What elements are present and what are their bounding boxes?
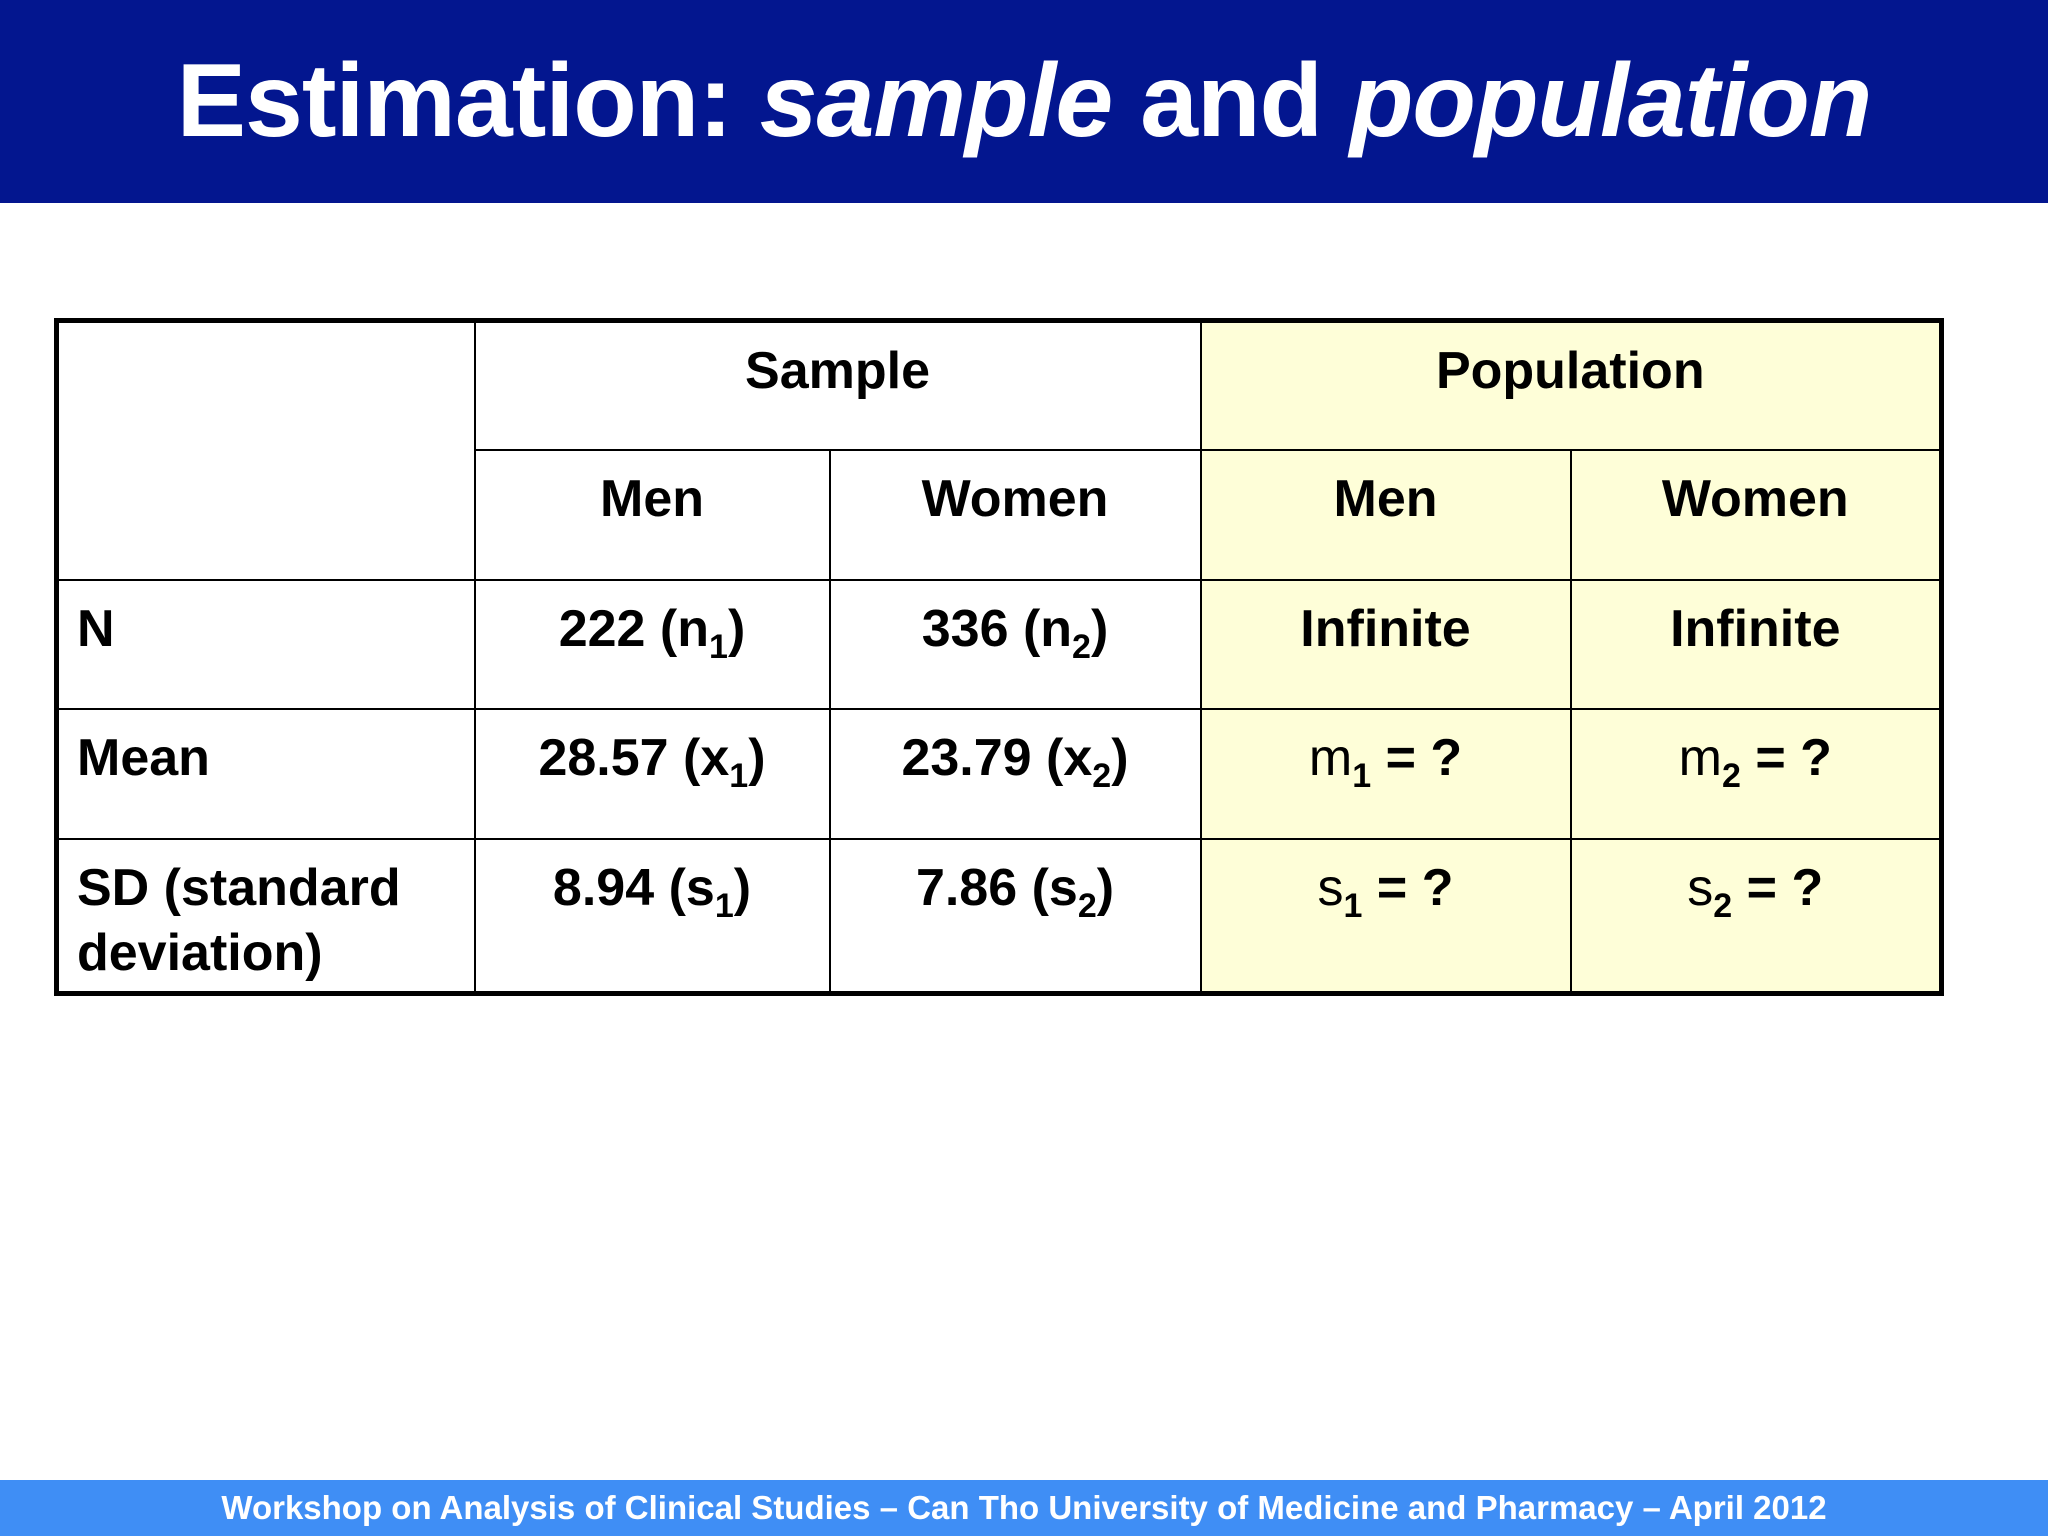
header-population: Population	[1199, 319, 1943, 452]
cell-value: 336 (n	[921, 599, 1073, 658]
row-label-sd: SD (standard deviation)	[55, 837, 476, 995]
cell-n-sample-men: 222 (n1)	[473, 578, 831, 711]
cell-n-sample-women: 336 (n2)	[828, 578, 1202, 711]
table-row: Sample Population	[55, 319, 1943, 581]
cell-close: )	[1111, 729, 1129, 788]
cell-subscript: 2	[1092, 757, 1112, 796]
cell-mean-population-men: m1 = ?	[1199, 708, 1572, 840]
cell-mean-population-women: m2 = ?	[1569, 708, 1943, 840]
cell-subscript: 2	[1721, 757, 1741, 796]
cell-close: )	[733, 858, 752, 917]
cell-n-population-men: Infinite	[1199, 578, 1572, 711]
cell-subscript: 1	[1352, 757, 1372, 796]
cell-close: )	[1096, 858, 1115, 917]
cell-rest: = ?	[1732, 858, 1824, 917]
cell-value: 23.79 (x	[901, 729, 1093, 788]
subheader-population-women: Women	[1569, 449, 1943, 581]
subheader-sample-women: Women	[828, 449, 1202, 581]
title-bar: Estimation: sample and population	[0, 0, 2048, 203]
cell-value: 28.57 (x	[538, 729, 730, 788]
title-text-1: Estimation:	[176, 43, 760, 159]
cell-sd-sample-women: 7.86 (s2)	[828, 837, 1202, 995]
slide-title: Estimation: sample and population	[176, 42, 1873, 161]
cell-close: )	[748, 729, 766, 788]
cell-mean-sample-women: 23.79 (x2)	[828, 708, 1202, 840]
cell-rest: = ?	[1740, 729, 1832, 788]
cell-symbol: m	[1308, 729, 1353, 788]
row-label-n: N	[55, 578, 476, 711]
subheader-population-men: Men	[1199, 449, 1572, 581]
subheader-sample-men: Men	[473, 449, 831, 581]
cell-subscript: 2	[1077, 886, 1097, 925]
cell-rest: = ?	[1371, 729, 1463, 788]
title-text-2: and	[1112, 43, 1350, 159]
cell-subscript: 1	[729, 757, 749, 796]
table-row: Mean 28.57 (x1) 23.79 (x2) m1 = ? m2 = ?	[55, 708, 1943, 840]
cell-value: 7.86 (s	[915, 858, 1078, 917]
cell-sd-population-men: s1 = ?	[1199, 837, 1572, 995]
cell-close: )	[1090, 599, 1109, 658]
cell-close: )	[727, 599, 746, 658]
cell-value: 222 (n	[558, 599, 710, 658]
cell-n-population-women: Infinite	[1569, 578, 1943, 711]
cell-subscript: 1	[714, 886, 734, 925]
cell-symbol: s	[1317, 858, 1344, 917]
cell-symbol: s	[1687, 858, 1714, 917]
cell-sd-sample-men: 8.94 (s1)	[473, 837, 831, 995]
cell-symbol: m	[1678, 729, 1722, 788]
table-row: N 222 (n1) 336 (n2) Infinite Infinite	[55, 578, 1943, 711]
cell-subscript: 1	[1343, 886, 1363, 925]
row-label-mean: Mean	[55, 708, 476, 840]
cell-rest: = ?	[1362, 858, 1454, 917]
estimation-table: Sample Population Men Women Men Women N …	[54, 318, 1945, 996]
footer-bar: Workshop on Analysis of Clinical Studies…	[0, 1480, 2048, 1536]
cell-subscript: 2	[1713, 886, 1733, 925]
table-row: SD (standard deviation) 8.94 (s1) 7.86 (…	[55, 837, 1943, 995]
header-sample: Sample	[473, 319, 1202, 452]
footer-text: Workshop on Analysis of Clinical Studies…	[221, 1489, 1827, 1526]
title-italic-population: population	[1349, 43, 1872, 159]
title-italic-sample: sample	[759, 43, 1113, 159]
corner-cell	[55, 319, 476, 581]
cell-subscript: 1	[709, 627, 728, 666]
cell-sd-population-women: s2 = ?	[1569, 837, 1943, 995]
cell-value: 8.94 (s	[552, 858, 715, 917]
table-row: Men Women Men Women	[57, 449, 1943, 581]
cell-mean-sample-men: 28.57 (x1)	[473, 708, 831, 840]
cell-subscript: 2	[1072, 627, 1091, 666]
